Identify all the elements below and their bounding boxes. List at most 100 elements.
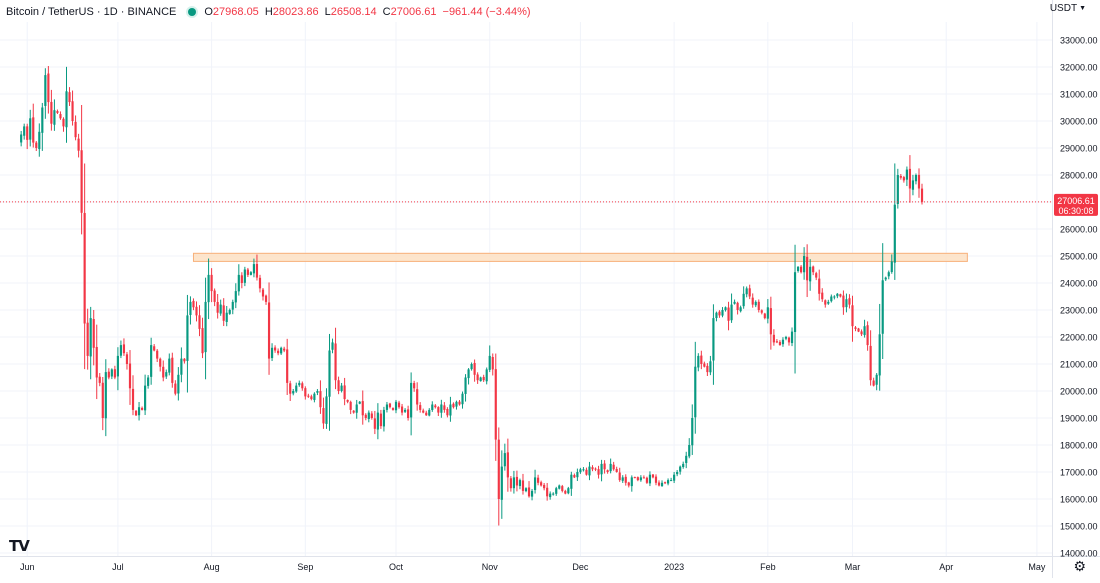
candle-body — [104, 372, 107, 419]
candle-body — [428, 409, 431, 416]
candle-body — [857, 328, 860, 332]
candle-body — [473, 362, 476, 375]
y-tick-label: 18000.00 — [1060, 441, 1098, 451]
candle-body — [53, 110, 56, 125]
price-badge-value: 27006.61 — [1057, 196, 1095, 206]
candle-body — [165, 372, 168, 377]
candle-body — [452, 403, 455, 408]
candle-body — [231, 301, 234, 310]
y-tick-label: 21000.00 — [1060, 360, 1098, 370]
candle-body — [884, 277, 887, 280]
candle-body — [198, 315, 201, 329]
candle-body — [842, 295, 845, 308]
candle-body — [382, 409, 386, 427]
candle-body — [313, 393, 316, 400]
candle-body — [328, 350, 331, 397]
candle-body — [131, 388, 135, 410]
candle-body — [839, 294, 842, 297]
tradingview-logo[interactable]: TV — [9, 537, 30, 555]
candle-body — [815, 273, 818, 278]
candle-body — [153, 346, 156, 351]
candle-body — [751, 297, 754, 305]
candle-body — [286, 349, 289, 383]
candle-body — [899, 175, 902, 178]
candle-body — [506, 452, 509, 478]
candle-body — [358, 401, 361, 404]
candle-body — [289, 383, 292, 394]
candle-body — [216, 301, 219, 313]
candle-body — [349, 401, 352, 410]
candle-body — [682, 463, 685, 468]
candle-body — [893, 204, 896, 263]
candle-body — [307, 395, 310, 397]
candle-body — [917, 174, 921, 189]
candle-body — [35, 142, 38, 148]
high-label: H — [264, 6, 273, 18]
candle-body — [618, 472, 621, 481]
candle-body — [709, 361, 712, 373]
y-tick-label: 31000.00 — [1060, 90, 1098, 100]
candle-body — [134, 410, 138, 416]
candle-body — [697, 355, 700, 368]
candle-body — [476, 374, 479, 381]
gear-icon[interactable]: ⚙ — [1073, 558, 1086, 574]
y-tick-label: 14000.00 — [1060, 549, 1098, 559]
candle-body — [195, 306, 198, 316]
candle-body — [277, 350, 280, 354]
y-tick-label: 26000.00 — [1060, 225, 1098, 235]
candle-body — [298, 382, 301, 386]
candle-body — [219, 304, 222, 314]
candle-body — [485, 369, 488, 382]
candle-body — [552, 493, 555, 495]
y-tick-label: 30000.00 — [1060, 117, 1098, 127]
candle-body — [413, 383, 416, 389]
y-tick-label: 29000.00 — [1060, 144, 1098, 154]
candle-body — [119, 345, 123, 356]
x-tick-label: Aug — [204, 562, 220, 572]
candle-body — [748, 288, 751, 297]
candle-body — [322, 408, 325, 424]
candle-body — [666, 480, 670, 484]
candle-body — [325, 396, 328, 424]
candle-body — [775, 341, 778, 343]
high-value: 28023.86 — [272, 6, 319, 18]
candle-body — [352, 410, 355, 413]
candle-body — [56, 111, 59, 113]
candle-body — [113, 369, 116, 378]
candle-body — [449, 404, 452, 416]
candle-body — [851, 305, 854, 327]
candle-body — [875, 374, 878, 385]
candle-body — [579, 469, 582, 473]
candle-body — [419, 405, 422, 410]
y-tick-label: 22000.00 — [1060, 333, 1098, 343]
candle-body — [343, 385, 346, 400]
candle-body — [540, 482, 543, 486]
candle-body — [437, 407, 440, 413]
candle-body — [621, 477, 624, 481]
candle-body — [180, 358, 183, 375]
candle-body — [189, 301, 192, 315]
candle-body — [679, 466, 682, 472]
candle-body — [59, 114, 62, 119]
candle-body — [533, 477, 537, 491]
candle-body — [691, 418, 694, 446]
candle-body — [890, 261, 893, 272]
candle-body — [881, 280, 884, 334]
candle-body — [304, 388, 307, 397]
candle-body — [582, 469, 585, 471]
candle-body — [80, 150, 83, 213]
candle-body — [370, 413, 373, 418]
currency-selector[interactable]: USDT ▼ — [1050, 3, 1086, 14]
x-tick-label: Jun — [20, 562, 35, 572]
y-tick-label: 25000.00 — [1060, 252, 1098, 262]
candle-body — [171, 357, 174, 383]
candle-body — [74, 121, 77, 138]
candle-body — [736, 302, 739, 310]
candle-body — [920, 188, 924, 202]
y-tick-label: 15000.00 — [1060, 522, 1098, 532]
x-tick-label: 2023 — [664, 562, 684, 572]
candle-body — [612, 464, 615, 470]
symbol-title[interactable]: Bitcoin / TetherUS · 1D · BINANCE — [6, 6, 177, 18]
